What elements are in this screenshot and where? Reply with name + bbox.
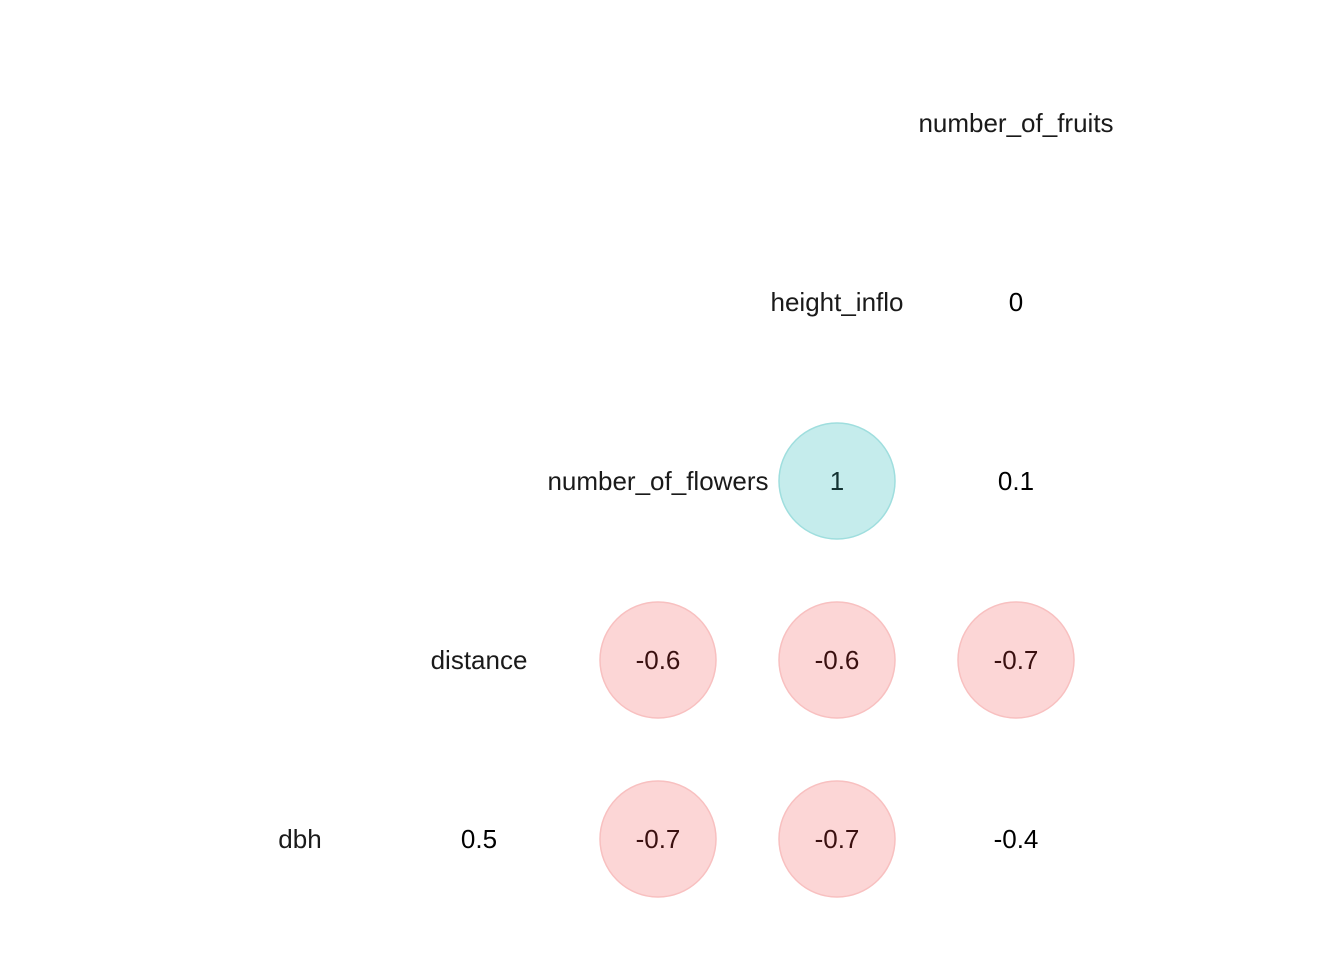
labels-layer: dbh distance number_of_flowers height_inflo… — [278, 108, 1113, 854]
correlation-circle-number-of-flowers-height-inflo — [778, 422, 896, 540]
correlation-circle-distance-number-of-flowers — [599, 601, 717, 719]
correlation-value-dbh-number-of-flowers: -0.7 — [636, 824, 681, 854]
circles-layer — [599, 422, 1075, 898]
correlation-value-number-of-flowers-height-inflo: 1 — [830, 466, 844, 496]
correlation-value-dbh-distance: 0.5 — [461, 824, 497, 854]
correlation-circle-distance-height-inflo — [778, 601, 896, 719]
correlation-value-dbh-number-of-fruits: -0.4 — [994, 824, 1039, 854]
correlation-circle-dbh-number-of-flowers — [599, 780, 717, 898]
correlation-value-height-inflo-number-of-fruits: 0 — [1009, 287, 1023, 317]
variable-label-number-of-fruits: number_of_fruits — [918, 108, 1113, 138]
correlation-value-dbh-height-inflo: -0.7 — [815, 824, 860, 854]
correlation-circle-dbh-height-inflo — [778, 780, 896, 898]
correlation-value-distance-number-of-flowers: -0.6 — [636, 645, 681, 675]
variable-label-number-of-flowers: number_of_flowers — [547, 466, 768, 496]
variable-label-dbh: dbh — [278, 824, 321, 854]
correlation-value-distance-number-of-fruits: -0.7 — [994, 645, 1039, 675]
correlation-circle-distance-number-of-fruits — [957, 601, 1075, 719]
variable-label-height-inflo: height_inflo — [771, 287, 904, 317]
variable-label-distance: distance — [431, 645, 528, 675]
correlation-value-number-of-flowers-number-of-fruits: 0.1 — [998, 466, 1034, 496]
correlation-value-distance-height-inflo: -0.6 — [815, 645, 860, 675]
